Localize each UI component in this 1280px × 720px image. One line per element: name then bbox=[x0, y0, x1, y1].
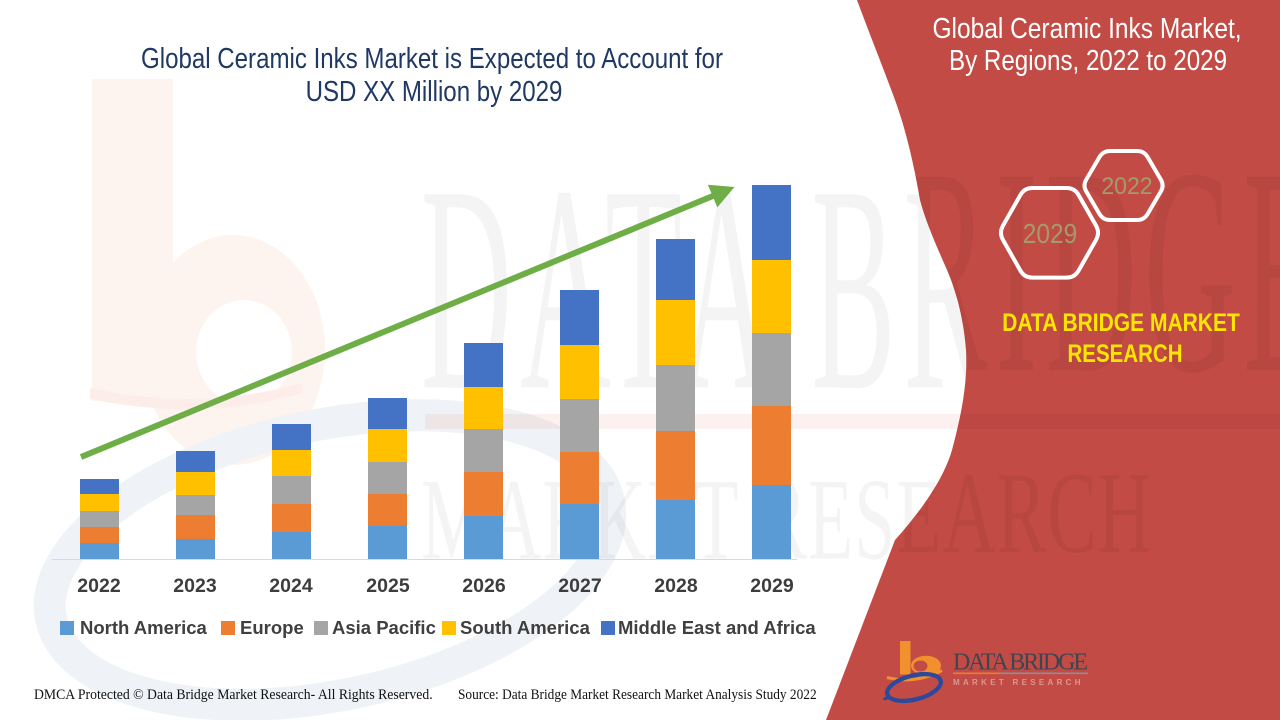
svg-text:DATA BRIDGE: DATA BRIDGE bbox=[953, 650, 1088, 676]
svg-text:MARKET RESEARCH: MARKET RESEARCH bbox=[953, 678, 1084, 687]
